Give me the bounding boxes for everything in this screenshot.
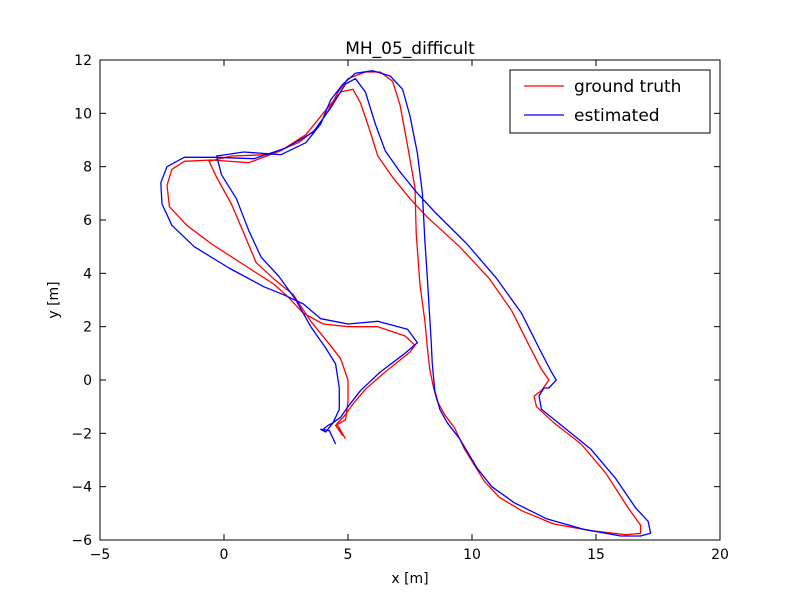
y-tick-label: 6 [83,213,92,229]
series-line-ground-truth [166,71,642,536]
y-tick-label: −6 [71,533,92,549]
legend-box [509,69,711,134]
x-axis-label: x [m] [391,571,428,587]
y-axis-label: y [m] [46,281,62,318]
x-tick-label: 20 [711,547,729,563]
y-tick-label: 12 [74,53,92,69]
y-tick-label: 8 [83,160,92,176]
x-tick-label: 0 [220,547,229,563]
y-tick-label: 2 [83,320,92,336]
x-tick-label: 10 [463,547,481,563]
legend-label-estimated: estimated [574,106,660,126]
y-tick-label: 10 [74,106,92,122]
legend: ground truth estimated [509,69,711,134]
x-tick-label: −5 [90,547,111,563]
x-tick-label: 15 [587,547,605,563]
chart-title: MH_05_difficult [345,39,475,59]
y-tick-label: 0 [83,373,92,389]
plot-frame [99,59,721,541]
x-tick-label: 5 [344,547,353,563]
series-layer [160,70,652,537]
plot-area: −5 0 5 10 15 20 −6 −4 −2 0 2 4 6 8 10 12 [71,53,729,563]
y-tick-label: 4 [83,266,92,282]
legend-label-ground-truth: ground truth [574,77,681,97]
y-tick-label: −4 [71,480,92,496]
series-line-estimated [160,70,652,537]
y-axis-ticks: −6 −4 −2 0 2 4 6 8 10 12 [71,53,720,549]
y-tick-label: −2 [71,426,92,442]
x-axis-ticks: −5 0 5 10 15 20 [90,60,729,563]
